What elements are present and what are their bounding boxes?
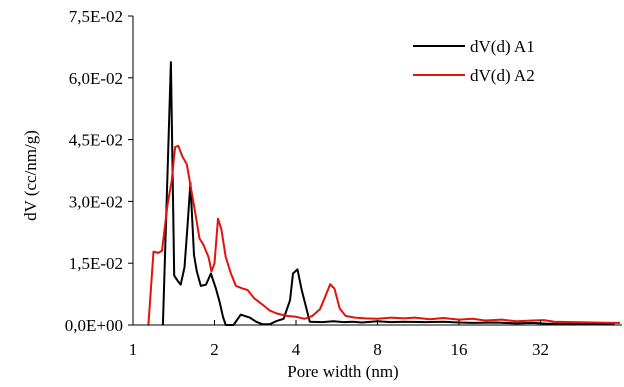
x-tick-label: 2 [210,340,219,359]
y-tick-label: 6,0E-02 [69,69,123,88]
axes-layer [132,16,622,326]
x-ticks: 1 2 4 8 16 32 [129,320,549,359]
series-layer [147,61,621,326]
legend: dV(d) A1 dV(d) A2 [413,37,535,85]
y-tick-label: 4,5E-02 [69,131,123,150]
y-axis-title: dV (cc/nm/g) [21,130,40,221]
y-tick-label: 7,5E-02 [69,7,123,26]
x-tick-label: 32 [532,340,549,359]
series-line-1 [161,61,615,326]
y-tick-label: 1,5E-02 [69,254,123,273]
y-tick-label: 3,0E-02 [69,192,123,211]
legend-label-2: dV(d) A2 [470,66,535,85]
x-tick-label: 16 [451,340,468,359]
x-tick-label: 1 [129,340,138,359]
x-tick-label: 8 [373,340,382,359]
x-axis-title: Pore width (nm) [287,362,398,381]
legend-label-1: dV(d) A1 [470,37,535,56]
x-tick-label: 4 [292,340,301,359]
y-tick-label: 0,0E+00 [65,316,123,335]
y-ticks: 0,0E+00 1,5E-02 3,0E-02 4,5E-02 6,0E-02 7,5E-… [65,7,133,335]
series-line-2 [147,144,621,326]
